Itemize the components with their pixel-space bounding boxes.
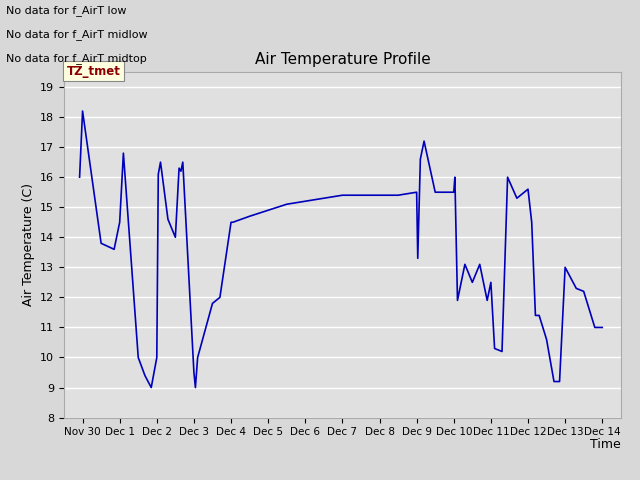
Text: No data for f_AirT low: No data for f_AirT low [6, 5, 127, 16]
Text: No data for f_AirT midlow: No data for f_AirT midlow [6, 29, 148, 40]
Title: Air Temperature Profile: Air Temperature Profile [255, 52, 430, 67]
Y-axis label: Air Temperature (C): Air Temperature (C) [22, 183, 35, 306]
Text: TZ_tmet: TZ_tmet [67, 65, 121, 78]
Text: Time: Time [590, 438, 621, 451]
Text: No data for f_AirT midtop: No data for f_AirT midtop [6, 53, 147, 64]
